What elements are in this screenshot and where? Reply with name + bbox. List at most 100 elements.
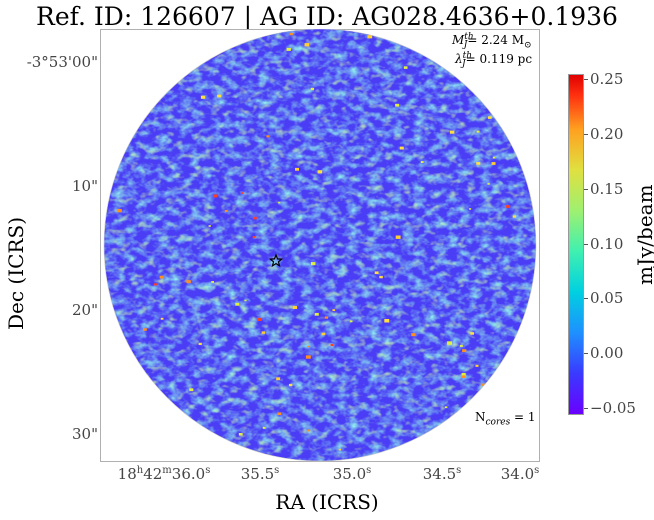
hot-pixel (491, 162, 496, 165)
star-marker (268, 253, 284, 268)
hot-pixel (470, 332, 474, 335)
colorbar-tick-label: 0.10 (590, 234, 624, 253)
hot-pixel (200, 95, 206, 99)
hot-pixel (143, 328, 147, 331)
hot-pixel (461, 372, 466, 376)
hot-pixel (330, 344, 334, 346)
hot-pixel (447, 460, 450, 461)
hot-pixel (189, 388, 194, 392)
colorbar (568, 74, 584, 415)
hot-pixel (106, 292, 110, 295)
hot-pixel (286, 47, 291, 51)
hot-pixel (266, 135, 270, 138)
colorbar-tick-label: 0.25 (590, 70, 624, 88)
hot-pixel (374, 271, 379, 275)
hot-pixel (276, 377, 281, 381)
hot-pixel (241, 192, 244, 194)
hot-pixel (403, 66, 408, 69)
hot-pixel (426, 39, 432, 44)
colorbar-tickmark (584, 133, 588, 135)
hot-pixel (116, 208, 122, 213)
hot-pixel (244, 299, 247, 302)
hot-pixel (208, 225, 211, 227)
colorbar-tickmark (584, 188, 588, 190)
colorbar-tickmark (584, 353, 588, 355)
plot-title: Ref. ID: 126607 | AG ID: AG028.4636+0.19… (36, 2, 618, 31)
hot-pixel (450, 130, 455, 134)
hot-pixel (116, 85, 121, 89)
hot-pixel (406, 38, 411, 41)
hot-pixel (278, 201, 281, 204)
hot-pixel (235, 302, 240, 306)
hot-pixel (395, 235, 401, 239)
hot-pixel (528, 377, 531, 379)
hot-pixel (332, 309, 336, 312)
hot-pixel (257, 317, 262, 321)
hot-pixel (317, 170, 323, 174)
hot-pixel (399, 146, 404, 150)
colorbar-tick-label: 0.20 (590, 124, 624, 143)
hot-pixel (121, 138, 124, 140)
hot-pixel (253, 216, 257, 220)
hot-pixel (475, 364, 479, 367)
hot-pixel (310, 87, 315, 91)
hot-pixel (476, 130, 480, 133)
hot-pixel (321, 332, 326, 336)
hot-pixel (213, 194, 218, 198)
hot-pixel (169, 458, 172, 461)
hot-pixel (211, 281, 214, 283)
hot-pixel (461, 375, 466, 378)
hot-pixel (292, 305, 298, 309)
hot-pixel (506, 205, 511, 208)
colorbar-tick-label: 0.00 (590, 344, 624, 363)
hot-pixel (159, 81, 163, 84)
x-tick-1: 35.5s (240, 465, 280, 483)
y-tick-3: 30" (72, 425, 98, 443)
intensity-map (103, 29, 537, 462)
hot-pixel (324, 316, 328, 319)
colorbar-tickmark (584, 243, 588, 245)
hot-pixel (488, 116, 492, 119)
hot-pixel (512, 215, 516, 218)
hot-pixel (487, 183, 490, 185)
hot-pixel (469, 208, 472, 210)
y-tick-2: 20" (72, 301, 98, 319)
hot-pixel (447, 341, 452, 345)
hot-pixel (277, 412, 282, 416)
hot-pixel (420, 161, 424, 163)
x-axis-label: RA (ICRS) (275, 490, 379, 514)
hot-pixel (444, 406, 448, 409)
hot-pixel (459, 344, 463, 347)
hot-pixel (289, 383, 293, 387)
star-icon (268, 253, 284, 268)
hot-pixel (533, 368, 536, 372)
y-axis-label: Dec (ICRS) (4, 217, 28, 330)
hot-pixel (262, 426, 266, 429)
x-tick-3: 34.5s (422, 465, 462, 483)
colorbar-label: mJy/beam (633, 184, 654, 285)
hot-pixel (238, 433, 243, 436)
hot-pixel (314, 312, 319, 316)
hot-pixel (252, 236, 256, 238)
hot-pixel (492, 156, 496, 159)
hot-pixel (217, 94, 222, 98)
hot-pixel (198, 342, 202, 345)
hot-pixel (395, 103, 400, 107)
hot-pixel (462, 349, 467, 353)
x-tick-0: 18h42m36.0s (117, 465, 211, 483)
y-tick-0: -3°53'00" (26, 53, 98, 71)
hot-pixel (349, 320, 353, 323)
colorbar-tick-label: −0.05 (590, 399, 636, 417)
hot-pixel (517, 116, 521, 119)
length-annotation: λthJ= 0.119 pc (455, 51, 533, 70)
hot-pixel (367, 35, 373, 39)
hot-pixel (224, 209, 228, 212)
hot-pixel (476, 162, 480, 165)
hot-pixel (159, 275, 164, 279)
hot-pixel (126, 429, 130, 432)
hot-pixel (338, 448, 342, 451)
hot-pixel (295, 167, 299, 171)
mass-annotation: MthJ= 2.24 M⊙ (452, 32, 532, 51)
map-disk (104, 29, 536, 461)
cores-annotation: Ncores = 1 (475, 410, 536, 428)
